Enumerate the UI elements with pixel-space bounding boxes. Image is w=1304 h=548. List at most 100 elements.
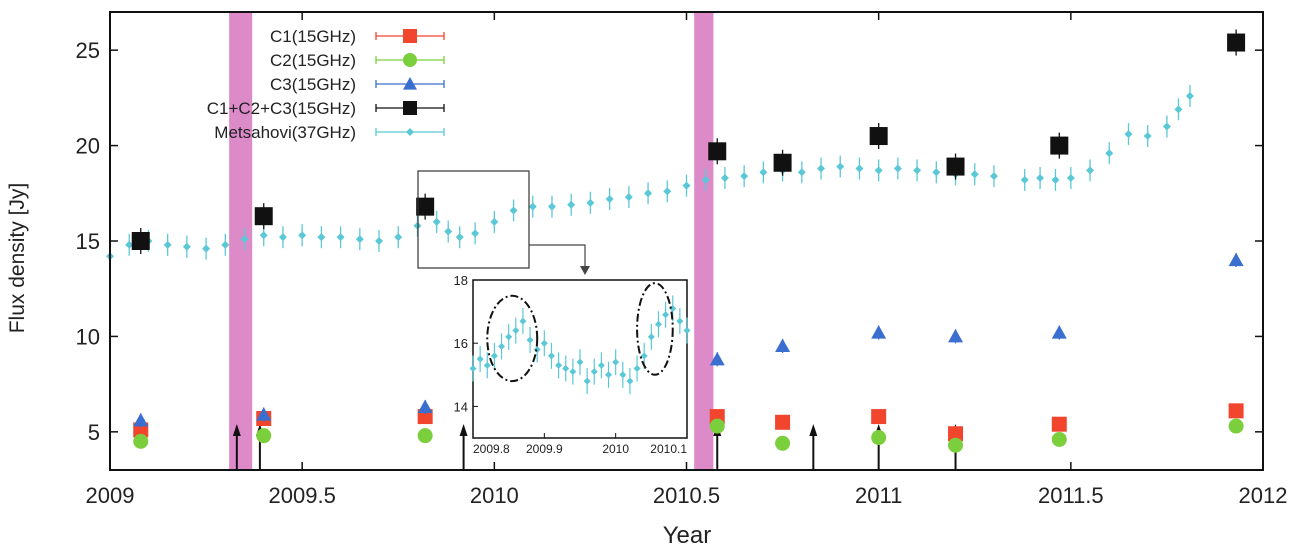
metsahovi-point (490, 217, 499, 226)
legend-marker (403, 29, 417, 43)
vlba-point-1 (871, 430, 887, 446)
inset-point (619, 371, 627, 379)
inset-point (612, 358, 620, 366)
metsahovi-point (567, 200, 576, 209)
inset-chart: 2009.8 2009.9 2010 2010.1 14 16 18 (454, 273, 691, 456)
vlba-point-3 (1227, 33, 1246, 52)
metsahovi-point (605, 195, 614, 204)
inset-highlight-ellipse (486, 294, 539, 383)
inset-xtick-label: 2010 (602, 442, 629, 456)
inset-xtick-label: 2010.1 (650, 442, 687, 456)
epoch-arrow-head (232, 424, 241, 436)
metsahovi-point (663, 187, 672, 196)
inset-point (683, 327, 691, 335)
metsahovi-point (1020, 175, 1029, 184)
inset-point (562, 364, 570, 372)
metsahovi-point (1143, 132, 1152, 141)
legend-label: C3(15GHz) (270, 75, 356, 94)
metsahovi-point (855, 164, 864, 173)
epoch-arrow-head (809, 424, 818, 436)
x-axis-label: Year (663, 522, 712, 548)
inset-xtick-label: 2009.8 (473, 442, 510, 456)
xtick-label: 2012 (1239, 483, 1288, 508)
metsahovi-point (1124, 130, 1133, 139)
xtick-label: 2009.5 (269, 483, 336, 508)
vlba-point-1 (256, 428, 272, 444)
inset-highlight-ellipse (636, 282, 674, 376)
metsahovi-point (1036, 174, 1045, 183)
inset-point (490, 352, 498, 360)
metsahovi-point (355, 235, 364, 244)
metsahovi-point (528, 202, 537, 211)
metsahovi-point (797, 168, 806, 177)
vlba-point-2 (417, 399, 433, 414)
vlba-point-2 (1228, 252, 1244, 267)
inset-xtick-label: 2009.9 (526, 442, 563, 456)
vlba-point-0 (1051, 416, 1067, 432)
inset-point (483, 361, 491, 369)
metsahovi-point (913, 166, 922, 175)
metsahovi-point (317, 233, 326, 242)
inset-ytick-label: 18 (454, 273, 468, 288)
vlba-point-1 (133, 433, 149, 449)
metsahovi-point (221, 240, 230, 249)
metsahovi-point (278, 233, 287, 242)
inset-point (569, 368, 577, 376)
vlba-point-3 (254, 207, 273, 226)
vlba-point-2 (775, 338, 791, 352)
vlba-point-3 (416, 197, 435, 216)
inset-point (540, 339, 548, 347)
metsahovi-point (1086, 166, 1095, 175)
metsahovi-point (240, 235, 249, 244)
y-axis-label: Flux density [Jy] (6, 183, 29, 334)
vlba-point-2 (256, 407, 272, 421)
metsahovi-point (336, 233, 345, 242)
metsahovi-point (586, 198, 595, 207)
vlba-point-0 (775, 414, 791, 430)
inset-point (526, 336, 534, 344)
vlba-point-2 (709, 351, 725, 366)
legend: C1(15GHz) C2(15GHz) C3(15GHz) C1+C2+C3(15GH… (207, 27, 445, 142)
metsahovi-point (740, 172, 749, 181)
vlba-series (131, 29, 1246, 453)
inset-point (583, 377, 591, 385)
inset-point (662, 311, 670, 319)
metsahovi-point (444, 227, 453, 236)
legend-label: C1(15GHz) (270, 27, 356, 46)
ytick-label: 5 (88, 420, 100, 445)
metsahovi-point (394, 233, 403, 242)
inset-point (512, 327, 520, 335)
vlba-point-2 (133, 412, 149, 427)
legend-marker (406, 128, 414, 136)
metsahovi-point (1066, 174, 1075, 183)
metsahovi-point (1051, 175, 1060, 184)
ytick-label: 25 (76, 38, 100, 63)
xtick-label: 2011 (855, 483, 902, 508)
inset-connector (417, 170, 590, 275)
inset-point (647, 333, 655, 341)
xtick-label: 2009 (86, 483, 135, 508)
metsahovi-point (259, 231, 268, 240)
vlba-point-1 (417, 428, 433, 444)
metsahovi-point (682, 181, 691, 190)
vlba-point-2 (871, 325, 887, 339)
vlba-point-1 (775, 435, 791, 451)
legend-marker (403, 53, 417, 67)
inset-point (505, 333, 513, 341)
legend-marker (403, 77, 417, 90)
metsahovi-point (298, 231, 307, 240)
main-axes: 2009 2009.5 2010 2010.5 2011 2011.5 2012 5 10 15 2… (76, 11, 1288, 508)
vlba-point-2 (948, 328, 964, 343)
metsahovi-point (836, 162, 845, 171)
vlba-point-3 (869, 127, 888, 146)
xtick-label: 2010.5 (653, 483, 720, 508)
legend-label: C1+C2+C3(15GHz) (207, 99, 356, 118)
vlba-point-0 (1228, 403, 1244, 419)
vlba-point-3 (946, 157, 965, 176)
inset-connector-arrowhead (580, 266, 590, 275)
metsahovi-point (624, 193, 633, 202)
xtick-label: 2011.5 (1038, 483, 1104, 508)
inset-point (590, 368, 598, 376)
vlba-point-0 (871, 409, 887, 425)
